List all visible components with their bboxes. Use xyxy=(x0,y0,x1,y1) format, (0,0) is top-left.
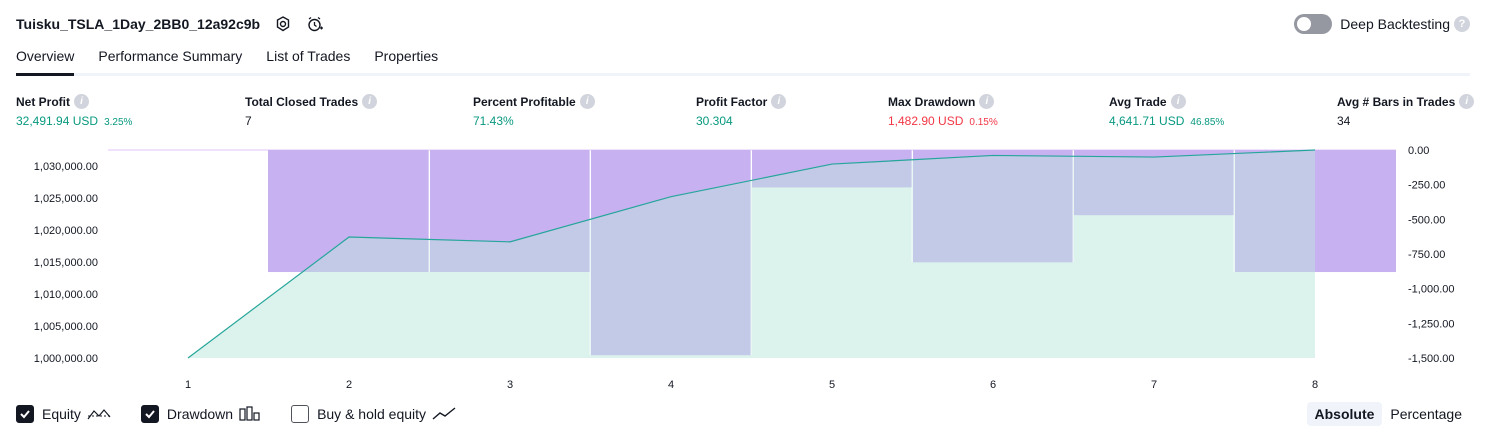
info-icon[interactable]: i xyxy=(1459,94,1475,109)
legend-equity[interactable]: Equity xyxy=(16,405,111,423)
y-right-tick-label: -1,500.00 xyxy=(1408,353,1454,365)
metric-label: Profit Factor xyxy=(696,94,768,109)
equity-drawdown-chart: 1,000,000.00 1,005,000.00 1,010,000.00 1,01… xyxy=(0,140,1486,395)
y-right-tick-label: -1,250.00 xyxy=(1408,318,1454,330)
metrics-row: Net Profit i 32,491.94 USD 3.25% Total Clo… xyxy=(16,94,1475,130)
metric-label: Avg Trade xyxy=(1109,94,1167,109)
x-tick-label: 4 xyxy=(668,379,674,391)
metric-profit-factor: Profit Factor i 30.304 xyxy=(696,94,787,128)
equity-checkbox[interactable] xyxy=(16,405,34,423)
help-icon[interactable]: ? xyxy=(1454,16,1470,32)
y-left-tick-label: 1,015,000.00 xyxy=(34,257,98,269)
metric-label: Avg # Bars in Trades xyxy=(1337,94,1456,109)
y-right-tick-label: -750.00 xyxy=(1408,249,1445,261)
info-icon[interactable]: i xyxy=(771,94,787,109)
y-left-tick-label: 1,005,000.00 xyxy=(34,321,98,333)
y-left-tick-label: 1,010,000.00 xyxy=(34,289,98,301)
metric-value: 34 xyxy=(1337,114,1351,128)
view-mode-toggle: Absolute Percentage xyxy=(1306,402,1471,426)
metric-percent-profitable: Percent Profitable i 71.43% xyxy=(473,94,595,128)
chart-legend: Equity Drawdown Buy & hold equity Absolu… xyxy=(16,402,1470,426)
drawdown-bar-overlay xyxy=(1074,150,1234,216)
info-icon[interactable]: i xyxy=(74,94,89,109)
legend-drawdown[interactable]: Drawdown xyxy=(140,405,261,423)
deep-backtesting-label: Deep Backtesting xyxy=(1340,16,1450,32)
metric-label: Percent Profitable xyxy=(473,94,576,109)
y-right-tick-label: 0.00 xyxy=(1408,145,1429,157)
tab-list-of-trades[interactable]: List of Trades xyxy=(266,48,351,64)
metric-label: Total Closed Trades xyxy=(245,94,359,109)
alarm-clock-icon[interactable] xyxy=(306,15,324,33)
y-left-tick-label: 1,030,000.00 xyxy=(34,161,98,173)
x-tick-label: 6 xyxy=(990,379,996,391)
metric-label: Max Drawdown xyxy=(888,94,976,109)
drawdown-bar-overlay xyxy=(913,150,1073,263)
x-tick-label: 7 xyxy=(1151,379,1157,391)
buy-hold-label: Buy & hold equity xyxy=(317,406,427,422)
y-left-tick-label: 1,000,000.00 xyxy=(34,353,98,365)
y-right-tick-label: -250.00 xyxy=(1408,180,1445,192)
info-icon[interactable]: i xyxy=(579,94,595,109)
legend-buy-hold[interactable]: Buy & hold equity xyxy=(291,405,456,423)
metric-value: 32,491.94 USD xyxy=(16,114,99,128)
tab-properties[interactable]: Properties xyxy=(374,48,439,64)
y-left-tick-label: 1,025,000.00 xyxy=(34,193,98,205)
drawdown-bar-overlay xyxy=(268,150,429,273)
buy-hold-checkbox[interactable] xyxy=(291,405,310,423)
y-left-tick-label: 1,020,000.00 xyxy=(34,225,98,237)
x-tick-label: 1 xyxy=(185,379,191,391)
info-icon[interactable]: i xyxy=(979,94,995,109)
deep-backtesting: Deep Backtesting ? xyxy=(1294,12,1470,36)
drawdown-bar-overlay xyxy=(430,150,590,273)
x-tick-label: 8 xyxy=(1312,379,1318,391)
x-tick-label: 2 xyxy=(346,379,352,391)
drawdown-bar-overlay xyxy=(591,150,751,356)
y-right-tick-label: -1,000.00 xyxy=(1408,284,1454,296)
metric-value: 30.304 xyxy=(696,114,733,128)
report-tabs: Overview Performance Summary List of Tra… xyxy=(16,44,1470,76)
absolute-button[interactable]: Absolute xyxy=(1306,402,1383,426)
metric-value: 7 xyxy=(245,114,252,128)
metric-percent: 46.85% xyxy=(1190,117,1225,128)
x-tick-label: 5 xyxy=(829,379,835,391)
deep-backtesting-toggle[interactable] xyxy=(1294,14,1333,34)
metric-value: 4,641.71 USD xyxy=(1109,114,1185,128)
x-tick-label: 3 xyxy=(507,379,513,391)
drawdown-bar-overlay xyxy=(1235,150,1396,273)
info-icon[interactable]: i xyxy=(1170,94,1186,109)
metric-percent: 0.15% xyxy=(969,117,998,128)
metric-max-drawdown: Max Drawdown i 1,482.90 USD 0.15% xyxy=(888,94,998,128)
gear-icon[interactable] xyxy=(274,15,292,33)
metric-label: Net Profit xyxy=(16,94,70,109)
drawdown-bar-overlay xyxy=(752,150,912,188)
percentage-button[interactable]: Percentage xyxy=(1390,406,1462,422)
report-header: Tuisku_TSLA_1Day_2BB0_12a92c9b Deep Back… xyxy=(16,12,1470,36)
drawdown-label: Drawdown xyxy=(166,406,234,422)
buy-hold-line-icon xyxy=(432,407,456,421)
drawdown-checkbox[interactable] xyxy=(140,405,159,423)
metric-total-closed-trades: Total Closed Trades i 7 xyxy=(245,94,378,128)
tab-overview[interactable]: Overview xyxy=(16,44,75,76)
tab-performance-summary[interactable]: Performance Summary xyxy=(98,48,243,64)
metric-avg-trade: Avg Trade i 4,641.71 USD 46.85% xyxy=(1109,94,1224,128)
metric-value: 1,482.90 USD xyxy=(888,114,964,128)
y-right-tick-label: -500.00 xyxy=(1408,214,1445,226)
equity-label: Equity xyxy=(42,406,81,422)
metric-percent: 3.25% xyxy=(104,117,133,128)
strategy-title: Tuisku_TSLA_1Day_2BB0_12a92c9b xyxy=(16,16,261,32)
equity-line xyxy=(187,149,1316,359)
chart-svg: 1,000,000.00 1,005,000.00 1,010,000.00 1,01… xyxy=(34,145,1455,391)
equity-line-icon xyxy=(87,407,111,421)
metric-net-profit: Net Profit i 32,491.94 USD 3.25% xyxy=(16,94,132,128)
info-icon[interactable]: i xyxy=(362,94,378,109)
metric-avg-bars: Avg # Bars in Trades i 34 xyxy=(1337,94,1475,128)
metric-value: 71.43% xyxy=(473,114,514,128)
drawdown-bars-icon xyxy=(239,406,261,422)
